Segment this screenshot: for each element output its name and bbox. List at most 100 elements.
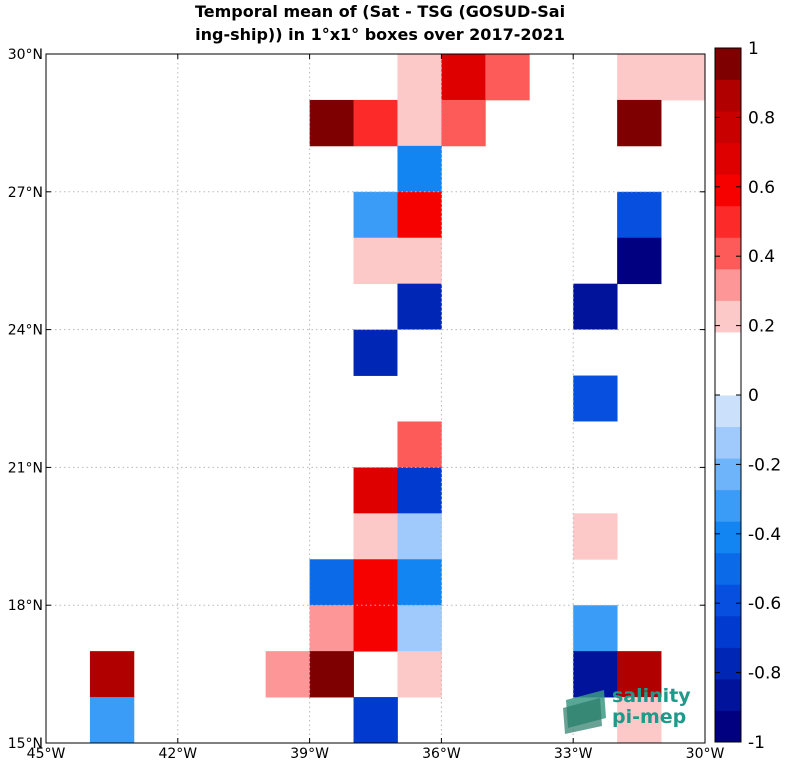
colorbar-band: [715, 489, 741, 522]
heatmap-cell: [265, 651, 310, 698]
colorbar-band: [715, 363, 741, 396]
colorbar-band: [715, 142, 741, 175]
heatmap-cell: [617, 191, 662, 239]
heatmap-cell: [573, 283, 618, 330]
chart-title-line: Temporal mean of (Sat - TSG (GOSUD-Sai: [195, 2, 565, 21]
heatmap-cell: [441, 99, 486, 147]
heatmap-cell: [397, 54, 442, 101]
heatmap-cell: [573, 375, 618, 422]
heatmap-cell: [397, 145, 442, 193]
heatmap-cell: [397, 467, 442, 514]
y-tick-label: 15°N: [8, 736, 43, 752]
heatmap-cell: [89, 697, 135, 744]
colorbar-tick-label: 1: [748, 39, 759, 59]
logo-text-salinity: salinity: [612, 685, 691, 707]
heatmap-cell: [397, 651, 442, 698]
colorbar-band: [715, 331, 741, 364]
heatmap-cell: [309, 651, 354, 698]
colorbar-band: [715, 174, 741, 207]
colorbar-band: [715, 300, 741, 333]
colorbar-band: [715, 647, 741, 680]
x-tick-label: 30°W: [686, 746, 725, 762]
colorbar-band: [715, 458, 741, 491]
heatmap-cell: [353, 329, 398, 376]
heatmap-cell: [353, 54, 398, 101]
colorbar-band: [715, 615, 741, 648]
y-tick-label: 24°N: [8, 323, 43, 339]
grid-lines: [46, 54, 705, 743]
axis-ticks: 45°W 42°W 39°W 36°W 33°W 30°W 15°N 18°N 21°N 24°N…: [8, 47, 725, 762]
colorbar-tick-label: -0.2: [748, 455, 781, 475]
heatmap-cell: [397, 605, 442, 652]
colorbar-band: [715, 237, 741, 270]
heatmap-cell: [573, 329, 618, 376]
colorbar-band: [715, 268, 741, 301]
heatmap-cell: [617, 651, 662, 698]
heatmap-cell: [397, 99, 442, 147]
heatmap-cells: [89, 54, 706, 744]
heatmap-cell: [573, 237, 618, 285]
heatmap-cell: [441, 54, 486, 101]
colorbar-band: [715, 678, 741, 711]
colorbar-tick-label: 0.4: [748, 247, 775, 267]
colorbar-band: [715, 521, 741, 554]
x-tick-label: 42°W: [158, 746, 197, 762]
heatmap-cell: [617, 237, 662, 285]
colorbar-tick-label: -1: [748, 733, 765, 753]
colorbar-tick-label: 0: [748, 386, 759, 406]
heatmap-cell: [353, 99, 398, 147]
heatmap-cell: [661, 54, 706, 101]
heatmap-cell: [397, 421, 442, 468]
heatmap-cell: [573, 513, 618, 560]
heatmap-cell: [353, 467, 398, 514]
colorbar-tick-label: 0.6: [748, 178, 775, 198]
colorbar-tick-label: -0.6: [748, 594, 781, 614]
colorbar-tick-label: -0.4: [748, 525, 781, 545]
colorbar-band: [715, 111, 741, 144]
heatmap-cell: [397, 283, 442, 330]
salinity-pi-mep-logo: salinity pi-mep: [563, 685, 691, 734]
colorbar-tick-label: 0.8: [748, 108, 775, 128]
colorbar-band: [715, 48, 741, 81]
colorbar-band: [715, 79, 741, 112]
heatmap-cell: [89, 651, 135, 698]
heatmap-cell: [397, 191, 442, 239]
heatmap-cell: [573, 651, 618, 698]
heatmap-cell: [573, 421, 618, 468]
heatmap-cell: [309, 559, 354, 606]
colorbar-band: [715, 552, 741, 585]
heatmap-cell: [397, 559, 442, 606]
x-tick-label: 36°W: [422, 746, 461, 762]
chart-title-line: ing-ship)) in 1°x1° boxes over 2017-2021: [195, 25, 565, 44]
y-tick-label: 27°N: [8, 185, 43, 201]
heatmap-cell: [485, 54, 530, 101]
heatmap-cell: [397, 237, 442, 285]
colorbar-band: [715, 205, 741, 238]
colorbar: -1 -0.8 -0.6 -0.4 -0.2 0 0.2 0.4 0.6 0.8 1: [714, 39, 781, 753]
heatmap-cell: [573, 605, 618, 652]
heatmap-cell: [353, 605, 398, 652]
heatmap-cell: [397, 513, 442, 560]
logo-wave-icon-shade: [563, 698, 602, 734]
logo-text-pi-mep: pi-mep: [612, 706, 686, 728]
heatmap-cell: [617, 697, 662, 744]
y-tick-label: 30°N: [8, 47, 43, 63]
heatmap-cell: [617, 54, 662, 101]
x-tick-label: 45°W: [27, 746, 66, 762]
colorbar-band: [715, 395, 741, 428]
y-tick-label: 18°N: [8, 598, 43, 614]
heatmap-cell: [353, 513, 398, 560]
colorbar-tick-label: 0.2: [748, 317, 775, 337]
x-tick-label: 33°W: [554, 746, 593, 762]
y-tick-label: 21°N: [8, 460, 43, 476]
colorbar-band: [715, 426, 741, 459]
colorbar-tick-label: -0.8: [748, 664, 781, 684]
chart-title: Temporal mean of (Sat - TSG (GOSUD-Sai in…: [195, 2, 565, 44]
heatmap-cell: [353, 237, 398, 285]
heatmap-cell: [309, 605, 354, 652]
heatmap-cell: [617, 99, 662, 147]
heatmap-cell: [353, 697, 398, 744]
x-tick-label: 39°W: [290, 746, 329, 762]
heatmap-cell: [353, 559, 398, 606]
